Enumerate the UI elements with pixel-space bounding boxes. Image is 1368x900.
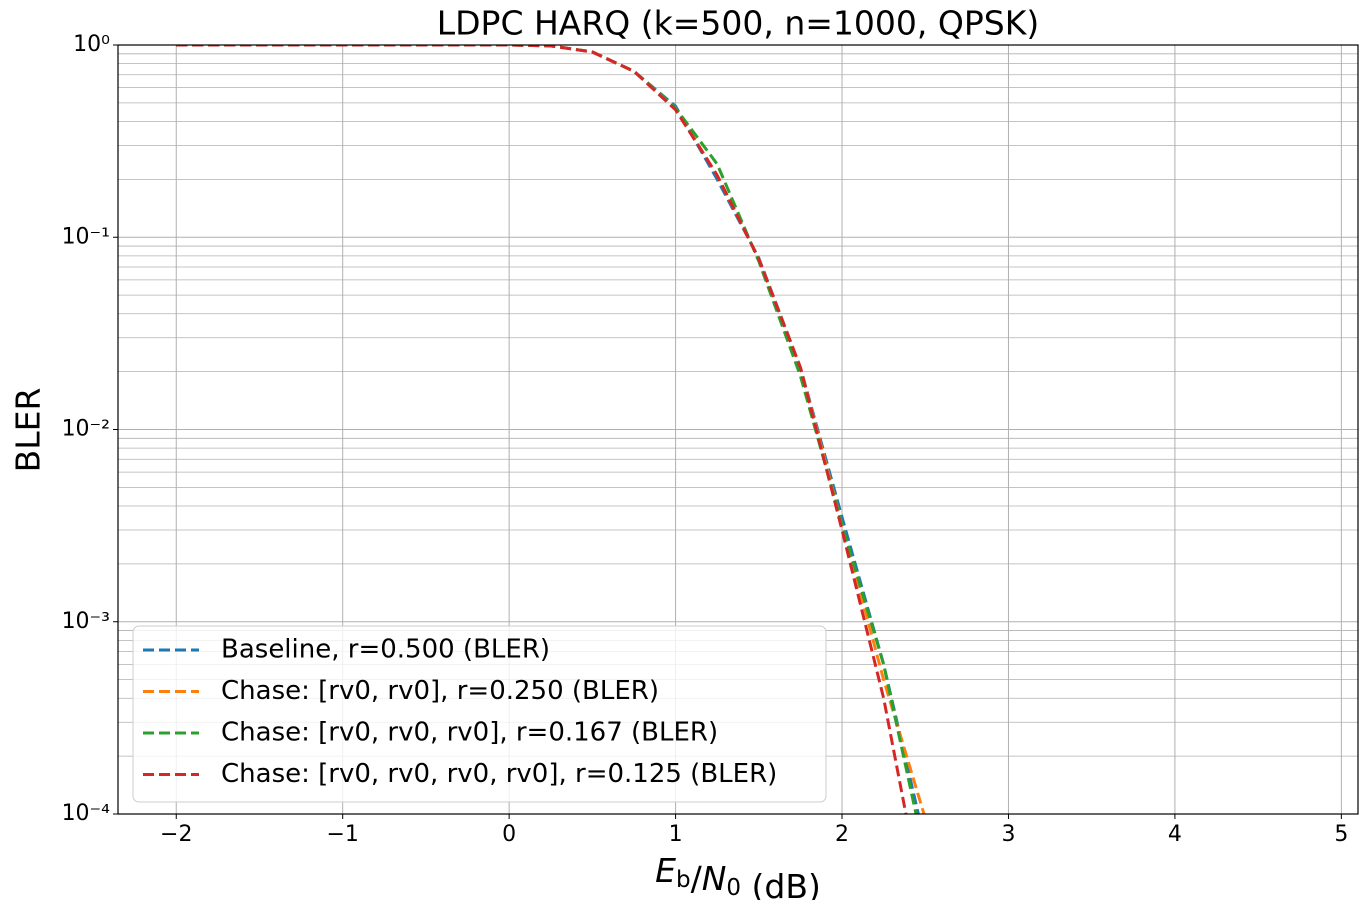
legend-label: Baseline, r=0.500 (BLER) <box>221 635 550 665</box>
x-tick-label: 4 <box>1168 822 1182 847</box>
chart-title: LDPC HARQ (k=500, n=1000, QPSK) <box>437 4 1039 43</box>
legend-label: Chase: [rv0, rv0], r=0.250 (BLER) <box>221 676 659 706</box>
y-tick-label: 10⁻³ <box>62 609 110 634</box>
x-tick-label: 3 <box>1001 822 1015 847</box>
legend-box <box>132 625 827 803</box>
axes: −2 −1 0 1 2 3 4 5 10⁻⁴ 10⁻³ 10⁻² 10⁻¹ 10⁰ <box>62 32 1349 847</box>
x-tick-label: 1 <box>669 822 683 847</box>
x-tick-label: 5 <box>1334 822 1348 847</box>
legend-label: Chase: [rv0, rv0, rv0, rv0], r=0.125 (BL… <box>221 759 777 789</box>
x-tick-label: −1 <box>326 822 358 847</box>
y-axis-label: BLER <box>9 388 48 473</box>
y-tick-label: 10⁻⁴ <box>62 801 111 826</box>
y-tick-label: 10⁰ <box>73 32 110 57</box>
legend: Baseline, r=0.500 (BLER) Chase: [rv0, rv0… <box>132 625 827 803</box>
x-tick-label: −2 <box>160 822 192 847</box>
series-line <box>176 45 908 814</box>
x-axis-label: Eb/N0 (dB) <box>655 851 821 900</box>
x-tick-label: 0 <box>502 822 516 847</box>
x-tick-label: 2 <box>835 822 849 847</box>
legend-label: Chase: [rv0, rv0, rv0], r=0.167 (BLER) <box>221 718 718 748</box>
y-tick-label: 10⁻² <box>62 417 110 442</box>
y-tick-label: 10⁻¹ <box>62 224 110 249</box>
plot-lines <box>176 45 926 814</box>
